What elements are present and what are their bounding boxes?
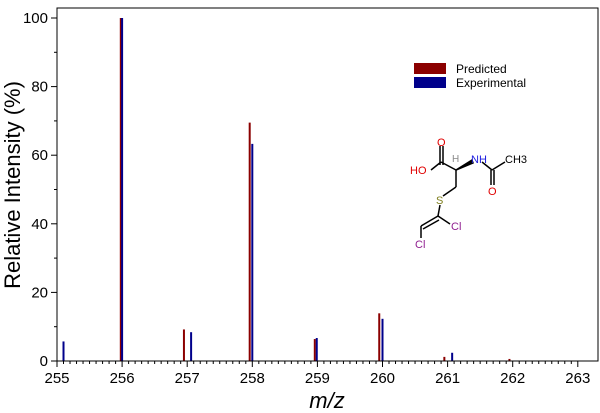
bar-experimental — [315, 338, 318, 361]
molecule-structure — [420, 146, 506, 238]
bar-experimental — [381, 318, 384, 361]
legend-swatch-predicted — [414, 63, 446, 74]
bar-experimental — [190, 332, 193, 361]
x-tick-label: 262 — [500, 370, 525, 387]
x-axis-label: m/z — [309, 388, 344, 413]
x-tick-label: 257 — [175, 370, 200, 387]
atom-o-amide: O — [488, 186, 497, 198]
bar-predicted — [119, 18, 122, 361]
x-tick-label: 260 — [370, 370, 395, 387]
y-tick-label: 0 — [40, 353, 48, 370]
bar-experimental — [251, 143, 254, 361]
bar-predicted — [182, 329, 185, 361]
atom-o-carbonyl: O — [437, 137, 446, 149]
legend-swatch-experimental — [414, 77, 446, 88]
legend: Predicted Experimental — [414, 62, 526, 90]
bar-predicted — [313, 339, 316, 361]
y-tick-label: 20 — [31, 284, 48, 301]
x-tick-label: 261 — [435, 370, 460, 387]
atom-h: H — [452, 154, 459, 165]
bar-experimental — [62, 341, 65, 361]
legend-label-experimental: Experimental — [456, 76, 526, 90]
legend-label-predicted: Predicted — [456, 62, 507, 76]
atom-s: S — [436, 195, 443, 207]
bar-predicted — [508, 358, 511, 361]
x-tick-label: 263 — [565, 370, 590, 387]
bar-experimental — [451, 352, 454, 361]
atom-ho: HO — [410, 165, 427, 177]
bar-predicted — [443, 356, 446, 361]
y-tick-label: 40 — [31, 216, 48, 233]
atom-nh: NH — [471, 154, 487, 166]
bar-experimental — [121, 18, 124, 361]
y-axis-label: Relative Intensity (%) — [0, 81, 25, 289]
atom-ch3: CH3 — [505, 154, 527, 166]
x-tick-label: 258 — [240, 370, 265, 387]
y-tick-label: 100 — [23, 10, 48, 27]
atom-cl-1: Cl — [451, 221, 461, 233]
y-tick-label: 60 — [31, 147, 48, 164]
plot-frame — [56, 7, 599, 362]
x-tick-label: 256 — [110, 370, 135, 387]
bar-predicted — [378, 313, 381, 361]
y-tick-label: 80 — [31, 79, 48, 96]
atom-cl-2: Cl — [415, 239, 425, 251]
bar-predicted — [248, 122, 251, 362]
molecule-labels: O HO H NH CH3 O S Cl Cl — [410, 137, 527, 251]
x-tick-label: 259 — [305, 370, 330, 387]
x-tick-label: 255 — [44, 370, 69, 387]
